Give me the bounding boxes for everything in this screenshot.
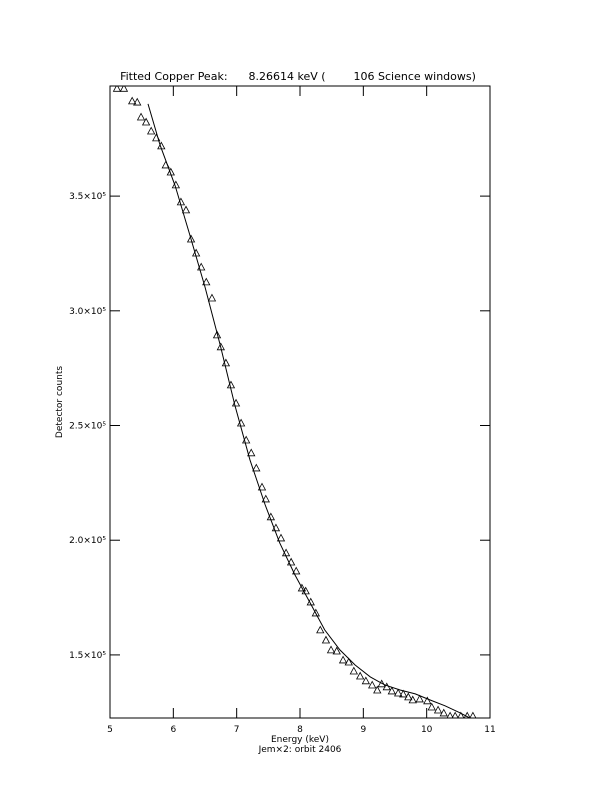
- subtitle: Jem×2: orbit 2406: [258, 745, 342, 755]
- y-tick-label: 2.5×10⁵: [69, 422, 106, 432]
- data-point: [446, 711, 454, 718]
- y-tick-label: 3.0×10⁵: [69, 307, 106, 317]
- data-point: [326, 645, 336, 654]
- data-point: [423, 696, 432, 705]
- data-point: [457, 711, 465, 718]
- data-point: [311, 608, 321, 617]
- data-point: [373, 685, 382, 694]
- data-point: [427, 702, 436, 711]
- y-axis-label: Detector counts: [55, 366, 65, 438]
- data-point: [247, 448, 256, 457]
- x-tick-label: 10: [421, 725, 433, 735]
- data-point: [112, 86, 122, 92]
- data-point: [355, 671, 365, 680]
- data-point: [469, 711, 477, 718]
- data-point: [433, 705, 443, 714]
- data-point: [186, 234, 196, 243]
- data-point: [349, 666, 359, 675]
- data-point: [399, 689, 408, 698]
- x-tick-label: 8: [297, 725, 303, 735]
- data-point: [212, 330, 222, 339]
- data-point: [344, 657, 353, 666]
- data-point: [368, 680, 377, 689]
- data-point: [216, 342, 226, 351]
- x-tick-label: 6: [170, 725, 176, 735]
- x-tick-label: 5: [107, 725, 113, 735]
- x-tick-label: 9: [360, 725, 366, 735]
- data-point: [332, 646, 341, 655]
- data-point: [261, 494, 270, 503]
- fit-line: [147, 103, 470, 718]
- data-point: [377, 679, 386, 688]
- data-point: [439, 708, 448, 717]
- y-tick-label: 3.5×10⁵: [69, 192, 106, 202]
- data-point: [451, 711, 459, 718]
- data-point: [257, 482, 267, 491]
- x-tick-label: 7: [234, 725, 240, 735]
- data-point: [286, 557, 296, 566]
- data-point: [141, 117, 151, 126]
- plot-area: [112, 86, 477, 718]
- data-point: [127, 96, 137, 105]
- x-axis-label: Energy (keV): [271, 735, 329, 745]
- y-tick-label: 1.5×10⁵: [69, 651, 106, 661]
- data-point: [321, 635, 331, 644]
- data-point: [404, 692, 413, 701]
- data-point: [408, 695, 417, 704]
- chart-title: Fitted Copper Peak: 8.26614 keV ( 106 Sc…: [120, 70, 476, 83]
- data-point: [207, 293, 217, 302]
- data-point: [338, 655, 348, 664]
- data-point: [297, 583, 307, 592]
- data-point: [181, 205, 191, 214]
- data-point: [361, 676, 371, 685]
- data-point: [292, 566, 301, 575]
- data-point: [119, 86, 129, 92]
- data-point: [202, 277, 211, 286]
- data-point: [393, 688, 403, 697]
- data-point: [252, 463, 261, 472]
- data-point: [136, 112, 146, 121]
- y-tick-label: 2.0×10⁵: [69, 536, 106, 546]
- data-point: [415, 694, 424, 703]
- data-point: [146, 126, 156, 135]
- data-point: [133, 97, 142, 106]
- x-tick-label: 11: [484, 725, 495, 735]
- data-point: [316, 625, 325, 634]
- data-point: [387, 686, 397, 695]
- data-point: [276, 533, 286, 542]
